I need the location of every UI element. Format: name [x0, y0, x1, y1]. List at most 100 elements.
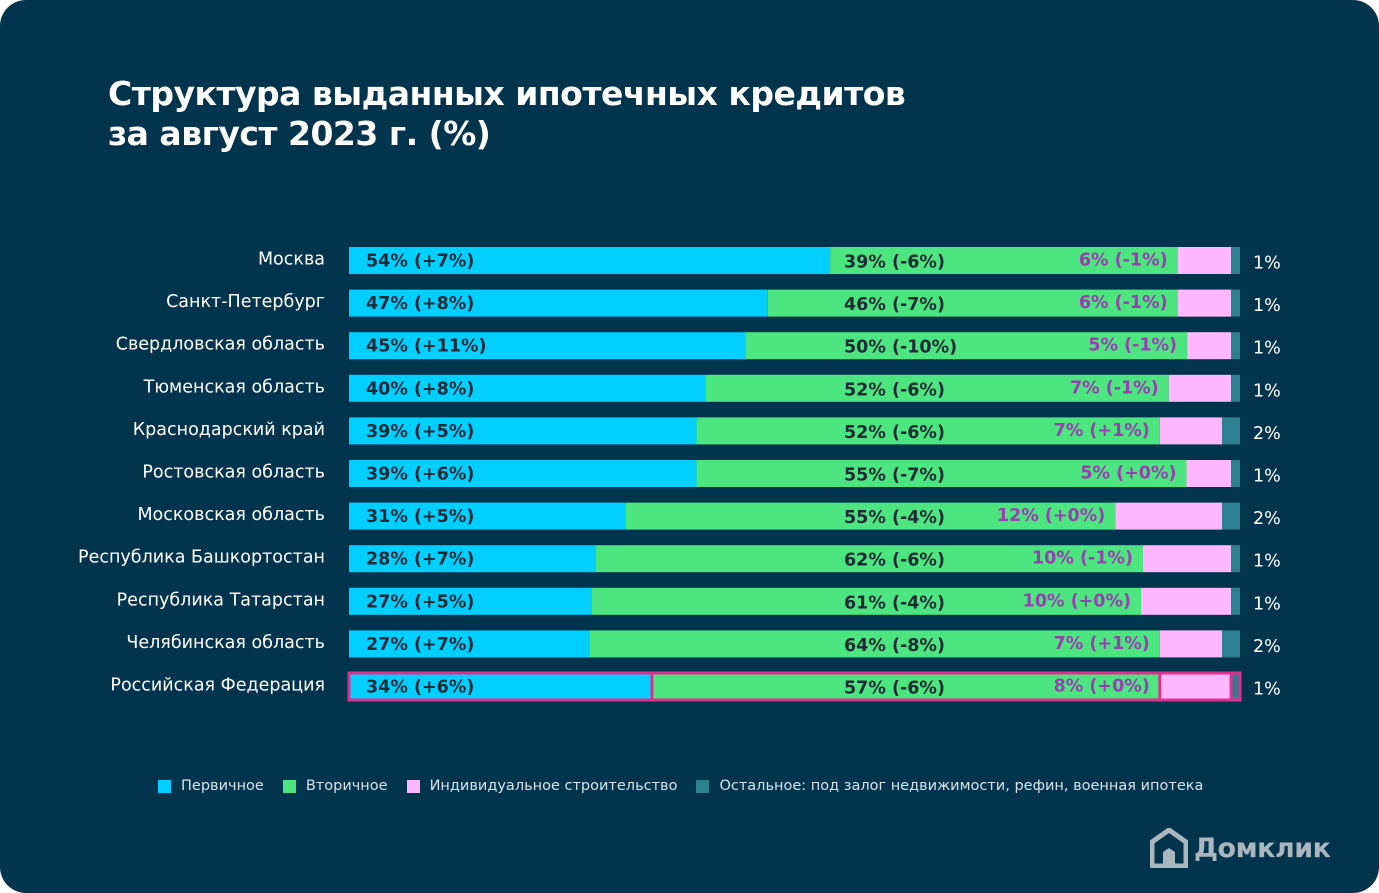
bar-segment-individual: [1177, 289, 1232, 317]
category-label: Российская Федерация: [110, 676, 325, 696]
bar-segment-individual: [1115, 502, 1223, 530]
category-label: Республика Татарстан: [117, 590, 325, 610]
bar-segment-primary: [349, 289, 768, 317]
data-label-secondary: 55% (-7%): [844, 466, 945, 486]
data-label-primary: 34% (+6%): [366, 678, 474, 698]
data-label-secondary: 50% (-10%): [844, 338, 957, 358]
bar-segment-other: [1231, 332, 1240, 360]
bar-segment-other: [1231, 545, 1240, 573]
data-label-other: 1%: [1253, 296, 1281, 316]
bar-segment-individual: [1159, 630, 1223, 658]
bar-segment-primary: [349, 673, 652, 700]
data-label-other: 1%: [1253, 339, 1281, 359]
data-label-individual: 12% (+0%): [997, 506, 1105, 526]
chart-subtitle: за август 2023 г. (%): [108, 114, 491, 153]
chart-title: Структура выданных ипотечных кредитов: [108, 74, 906, 113]
category-label: Челябинская область: [126, 633, 325, 653]
data-label-individual: 7% (-1%): [1070, 378, 1159, 398]
data-label-primary: 47% (+8%): [366, 294, 474, 314]
bar-segment-primary: [349, 460, 697, 487]
data-label-individual: 10% (+0%): [1023, 591, 1131, 611]
data-label-other: 1%: [1253, 680, 1281, 700]
bar-segment-primary: [349, 332, 746, 360]
category-label: Москва: [258, 250, 325, 270]
data-label-individual: 6% (-1%): [1079, 293, 1168, 313]
data-label-individual: 5% (+0%): [1080, 464, 1176, 484]
data-label-primary: 54% (+7%): [366, 252, 474, 272]
bar-segment-individual: [1142, 545, 1232, 573]
data-label-other: 1%: [1253, 381, 1281, 401]
chart-legend: Первичное Вторичное Индивидуальное строи…: [158, 776, 1222, 796]
data-label-other: 2%: [1253, 509, 1281, 529]
bar-segment-primary: [349, 630, 590, 658]
data-label-primary: 45% (+11%): [366, 337, 487, 357]
bar-segment-secondary: [651, 673, 1160, 700]
bar-segment-other: [1231, 247, 1240, 274]
chart-title-block: Структура выданных ипотечных кредитов за…: [108, 74, 1008, 154]
bar-segment-secondary: [705, 374, 1169, 402]
data-label-primary: 27% (+5%): [366, 592, 474, 612]
data-label-secondary: 39% (-6%): [844, 253, 945, 273]
legend-label-individual: Индивидуальное строительство: [429, 778, 678, 794]
bar-segment-secondary: [589, 630, 1160, 658]
legend-item-primary: Первичное: [158, 778, 264, 794]
data-label-primary: 40% (+8%): [366, 379, 474, 399]
bar-segment-primary: [349, 417, 697, 445]
category-label: Краснодарский край: [133, 420, 325, 440]
legend-label-secondary: Вторичное: [305, 778, 388, 794]
data-label-secondary: 52% (-6%): [844, 423, 945, 443]
brand-logo: Домклик: [1150, 826, 1331, 870]
data-label-individual: 6% (-1%): [1079, 251, 1168, 271]
bar-segment-secondary: [767, 289, 1178, 317]
legend-label-primary: Первичное: [181, 778, 264, 794]
bar-segment-primary: [349, 545, 597, 573]
house-logo-icon: [1150, 828, 1188, 868]
data-label-secondary: 57% (-6%): [844, 679, 945, 699]
data-label-other: 1%: [1253, 594, 1281, 614]
legend-item-secondary: Вторичное: [282, 778, 388, 794]
bar-segment-secondary: [592, 587, 1141, 615]
data-label-secondary: 52% (-6%): [844, 380, 945, 400]
legend-swatch-secondary: [282, 779, 296, 793]
bar-segment-primary: [349, 502, 626, 530]
data-label-secondary: 55% (-4%): [844, 508, 945, 528]
data-label-secondary: 46% (-7%): [844, 295, 945, 315]
bar-segment-secondary: [830, 247, 1178, 274]
legend-swatch-primary: [158, 779, 171, 793]
bar-segment-other: [1222, 630, 1240, 658]
data-label-individual: 5% (-1%): [1088, 336, 1177, 356]
bar-segment-individual: [1159, 417, 1223, 445]
bar-segment-secondary: [696, 460, 1187, 487]
bar-segment-primary: [349, 587, 592, 615]
data-label-other: 2%: [1253, 424, 1281, 444]
data-label-primary: 39% (+6%): [366, 465, 474, 485]
data-label-individual: 7% (+1%): [1054, 634, 1150, 654]
bar-segment-secondary: [696, 417, 1160, 445]
data-label-individual: 7% (+1%): [1054, 421, 1150, 441]
bar-segment-other: [1222, 502, 1240, 530]
legend-label-other: Остальное: под залог недвижимости, рефин…: [719, 778, 1204, 794]
category-label: Санкт-Петербург: [166, 292, 325, 312]
legend-item-individual: Индивидуальное строительство: [406, 778, 678, 794]
data-label-individual: 10% (-1%): [1032, 549, 1133, 569]
bar-segment-individual: [1186, 460, 1232, 487]
category-label: Ростовская область: [142, 463, 325, 483]
bar-segment-other: [1231, 587, 1240, 615]
category-label: Свердловская область: [116, 335, 325, 355]
bar-segment-individual: [1187, 332, 1232, 360]
bar-segment-other: [1231, 289, 1240, 317]
data-label-other: 1%: [1253, 467, 1281, 487]
data-label-primary: 28% (+7%): [366, 550, 474, 570]
bar-segment-individual: [1141, 587, 1231, 615]
bar-segment-primary: [349, 247, 831, 274]
data-label-primary: 39% (+5%): [366, 422, 474, 442]
highlight-outline: [347, 671, 1242, 702]
data-label-secondary: 64% (-8%): [844, 636, 945, 656]
data-label-other: 2%: [1253, 637, 1281, 657]
data-label-secondary: 61% (-4%): [844, 593, 945, 613]
data-label-primary: 27% (+7%): [366, 635, 474, 655]
bar-segment-secondary: [596, 545, 1143, 573]
bar-segment-secondary: [625, 502, 1116, 530]
legend-swatch-other: [696, 779, 710, 793]
